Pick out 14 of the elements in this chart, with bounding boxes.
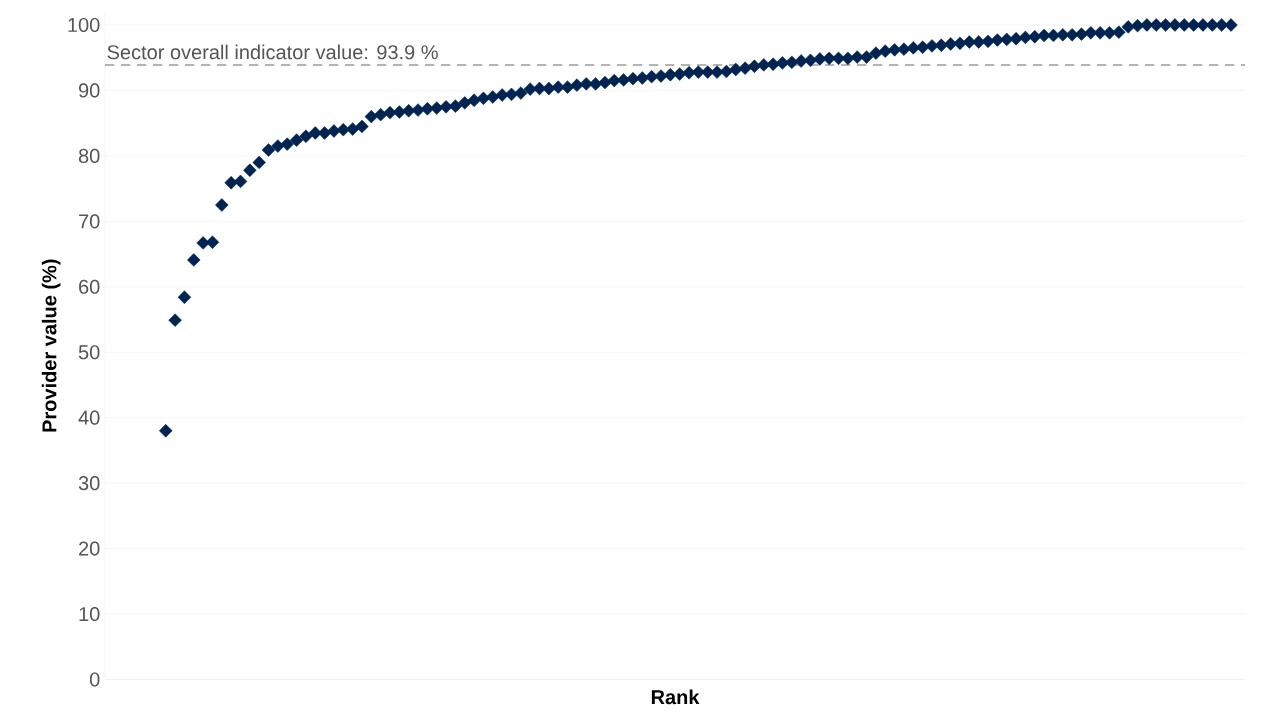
y-tick-label: 80 <box>78 148 100 163</box>
y-tick-label: 100 <box>68 17 100 33</box>
ref-line-label: Sector overall indicator value: 93.9 % <box>107 44 438 60</box>
y-tick-label: 0 <box>89 672 100 687</box>
y-tick-label: 30 <box>78 476 100 491</box>
y-tick-label: 90 <box>79 83 100 98</box>
x-axis-title: Rank <box>651 689 700 705</box>
y-tick-label: 40 <box>78 410 100 425</box>
y-tick-label: 60 <box>79 279 100 294</box>
y-tick-label: 50 <box>78 345 100 360</box>
y-tick-label: 20 <box>79 541 100 556</box>
y-tick-label: 10 <box>79 606 100 622</box>
y-tick-label: 70 <box>79 214 100 229</box>
y-axis-title: Provider value (%) <box>41 259 61 432</box>
